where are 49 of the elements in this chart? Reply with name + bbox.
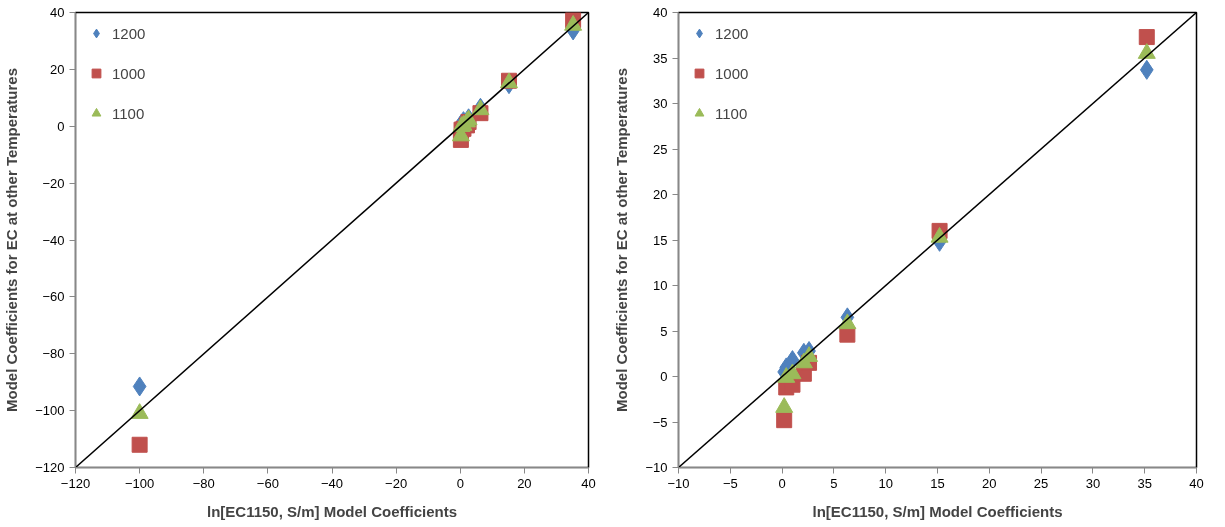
- x-tick-label: −5: [722, 475, 738, 491]
- y-tick-label: −60: [42, 289, 65, 305]
- y-tick-label: 30: [653, 96, 668, 111]
- legend-label: 1100: [715, 104, 748, 122]
- x-axis-title: ln[EC1150, S/m] Model Coefficients: [812, 502, 1063, 520]
- x-tick-label: 15: [930, 475, 945, 491]
- y-tick-label: −80: [42, 346, 65, 362]
- x-tick-label: 20: [517, 475, 532, 491]
- x-tick-label: 30: [1085, 475, 1101, 491]
- y-tick-label: −20: [42, 175, 65, 191]
- legend-label: 1000: [112, 64, 146, 82]
- y-tick-label: 5: [660, 323, 668, 339]
- y-tick-label: 35: [653, 50, 668, 66]
- y-tick-label: 25: [653, 141, 668, 157]
- y-tick-label: −120: [35, 460, 65, 475]
- y-tick-label: 20: [50, 61, 65, 77]
- x-tick-label: −20: [385, 475, 408, 491]
- x-tick-label: 20: [982, 475, 997, 491]
- x-tick-label: −120: [60, 475, 91, 491]
- x-tick-label: 10: [878, 475, 893, 491]
- x-tick-label: −60: [256, 475, 279, 491]
- y-tick-label: −5: [652, 414, 668, 430]
- x-tick-label: 35: [1137, 475, 1152, 491]
- y-tick-label: 15: [653, 232, 668, 248]
- legend-label: 1200: [112, 24, 146, 42]
- x-tick-label: 40: [1189, 475, 1204, 491]
- y-tick-label: 20: [653, 187, 668, 202]
- y-tick-label: 0: [57, 118, 65, 134]
- y-tick-label: 0: [660, 369, 668, 384]
- legend-label: 1200: [715, 24, 749, 42]
- y-tick-label: −10: [645, 460, 668, 475]
- x-axis-title: ln[EC1150, S/m] Model Coefficients: [206, 502, 458, 520]
- y-tick-label: −40: [42, 232, 65, 248]
- y-axis-title: Model Coefficients for EC at other Temperatures: [3, 68, 21, 412]
- legend-label: 1100: [112, 104, 145, 122]
- x-tick-label: 40: [581, 475, 596, 491]
- x-tick-label: 0: [456, 475, 464, 491]
- x-tick-label: 25: [1033, 475, 1049, 491]
- y-axis-title: Model Coefficients for EC at other Temperatures: [613, 68, 631, 412]
- x-tick-label: −100: [124, 475, 155, 491]
- x-tick-label: 0: [778, 475, 786, 491]
- x-tick-label: −80: [192, 475, 215, 491]
- legend-label: 1000: [715, 64, 749, 82]
- y-tick-label: 10: [653, 278, 668, 293]
- y-tick-label: −100: [35, 403, 65, 419]
- x-tick-label: 5: [830, 475, 838, 491]
- y-tick-label: 40: [50, 5, 65, 20]
- y-tick-label: 40: [653, 5, 668, 20]
- x-tick-label: −40: [320, 475, 344, 491]
